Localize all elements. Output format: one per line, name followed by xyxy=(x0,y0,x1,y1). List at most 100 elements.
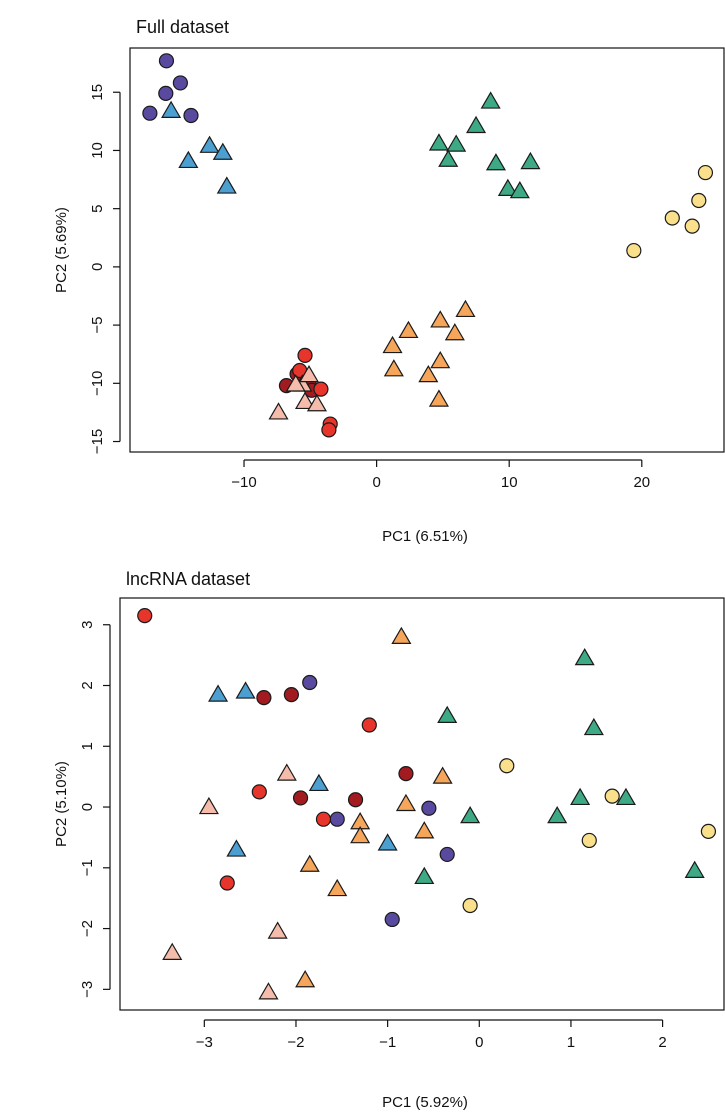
y-axis-label: PC2 (5.10%) xyxy=(53,761,70,847)
point xyxy=(158,53,175,69)
point xyxy=(306,394,327,412)
point xyxy=(430,310,451,328)
point xyxy=(212,142,233,160)
plot-frame xyxy=(129,47,725,453)
y-tick-label: 2 xyxy=(79,681,96,689)
point xyxy=(382,335,403,354)
point xyxy=(421,800,437,816)
point xyxy=(361,717,377,733)
point xyxy=(437,705,458,723)
x-axis-label: PC1 (5.92%) xyxy=(382,1094,468,1111)
point xyxy=(444,323,465,341)
point xyxy=(547,805,568,824)
point xyxy=(574,647,595,666)
point xyxy=(299,854,320,872)
point xyxy=(466,115,487,134)
point xyxy=(499,758,515,774)
point xyxy=(383,359,404,377)
point xyxy=(391,626,412,644)
point xyxy=(398,320,419,339)
y-tick-label: −5 xyxy=(89,317,106,334)
point xyxy=(446,134,467,152)
point xyxy=(258,982,279,1000)
point xyxy=(497,178,518,196)
point xyxy=(691,192,707,209)
point xyxy=(183,107,199,124)
point xyxy=(428,389,449,407)
y-tick-label: −3 xyxy=(79,981,96,998)
point xyxy=(684,860,705,878)
y-axis-label: PC2 (5.69%) xyxy=(53,207,70,293)
point xyxy=(398,766,414,782)
point xyxy=(285,374,306,392)
point xyxy=(315,811,332,827)
y-tick-label: 5 xyxy=(89,204,106,212)
point xyxy=(313,381,329,397)
point xyxy=(462,897,478,914)
x-tick-label: 1 xyxy=(567,1034,575,1051)
point xyxy=(428,133,449,151)
point xyxy=(267,921,288,939)
point xyxy=(455,299,476,318)
x-tick-label: −10 xyxy=(231,474,256,491)
point xyxy=(414,866,435,885)
point xyxy=(485,153,506,171)
point xyxy=(298,364,320,383)
point xyxy=(292,790,309,806)
point xyxy=(377,833,398,851)
x-tick-label: −1 xyxy=(379,1034,396,1051)
y-tick-label: −2 xyxy=(79,920,96,937)
point xyxy=(295,970,316,988)
y-tick-label: 1 xyxy=(79,742,96,750)
point xyxy=(430,350,451,369)
point xyxy=(581,832,597,849)
point xyxy=(615,787,636,806)
x-tick-label: −2 xyxy=(287,1034,304,1051)
point xyxy=(162,942,183,960)
x-tick-label: 0 xyxy=(372,474,380,491)
point xyxy=(178,150,199,169)
x-tick-label: 2 xyxy=(658,1034,666,1051)
point xyxy=(439,846,455,863)
point xyxy=(268,402,289,420)
point xyxy=(329,811,345,827)
point xyxy=(158,85,174,102)
y-tick-label: −10 xyxy=(89,371,106,396)
point xyxy=(142,105,158,121)
point xyxy=(219,875,235,891)
x-tick-label: 10 xyxy=(501,474,518,491)
y-tick-label: 10 xyxy=(89,142,106,159)
x-axis-label: PC1 (6.51%) xyxy=(382,528,468,545)
point xyxy=(664,210,680,226)
point xyxy=(418,364,439,383)
point xyxy=(583,717,604,736)
point xyxy=(626,242,642,259)
point xyxy=(251,784,267,800)
point xyxy=(172,75,188,91)
point xyxy=(216,176,237,194)
point xyxy=(294,391,316,410)
chart-title: Full dataset xyxy=(136,17,229,37)
point xyxy=(308,773,329,792)
point xyxy=(350,826,371,844)
point xyxy=(480,91,501,109)
point xyxy=(161,100,182,118)
point xyxy=(684,218,700,234)
point xyxy=(520,151,541,170)
point xyxy=(321,422,337,438)
point xyxy=(199,135,220,153)
y-tick-label: 3 xyxy=(79,621,96,629)
point xyxy=(570,787,591,806)
plot-frame xyxy=(119,597,725,1011)
point xyxy=(395,793,417,812)
point xyxy=(256,690,272,706)
point xyxy=(226,839,247,857)
point xyxy=(432,766,453,784)
point xyxy=(208,684,229,702)
point xyxy=(697,164,714,181)
point xyxy=(198,796,219,815)
point xyxy=(235,681,256,699)
point xyxy=(384,911,400,928)
point xyxy=(283,687,299,703)
chart-title: lncRNA dataset xyxy=(126,569,250,589)
